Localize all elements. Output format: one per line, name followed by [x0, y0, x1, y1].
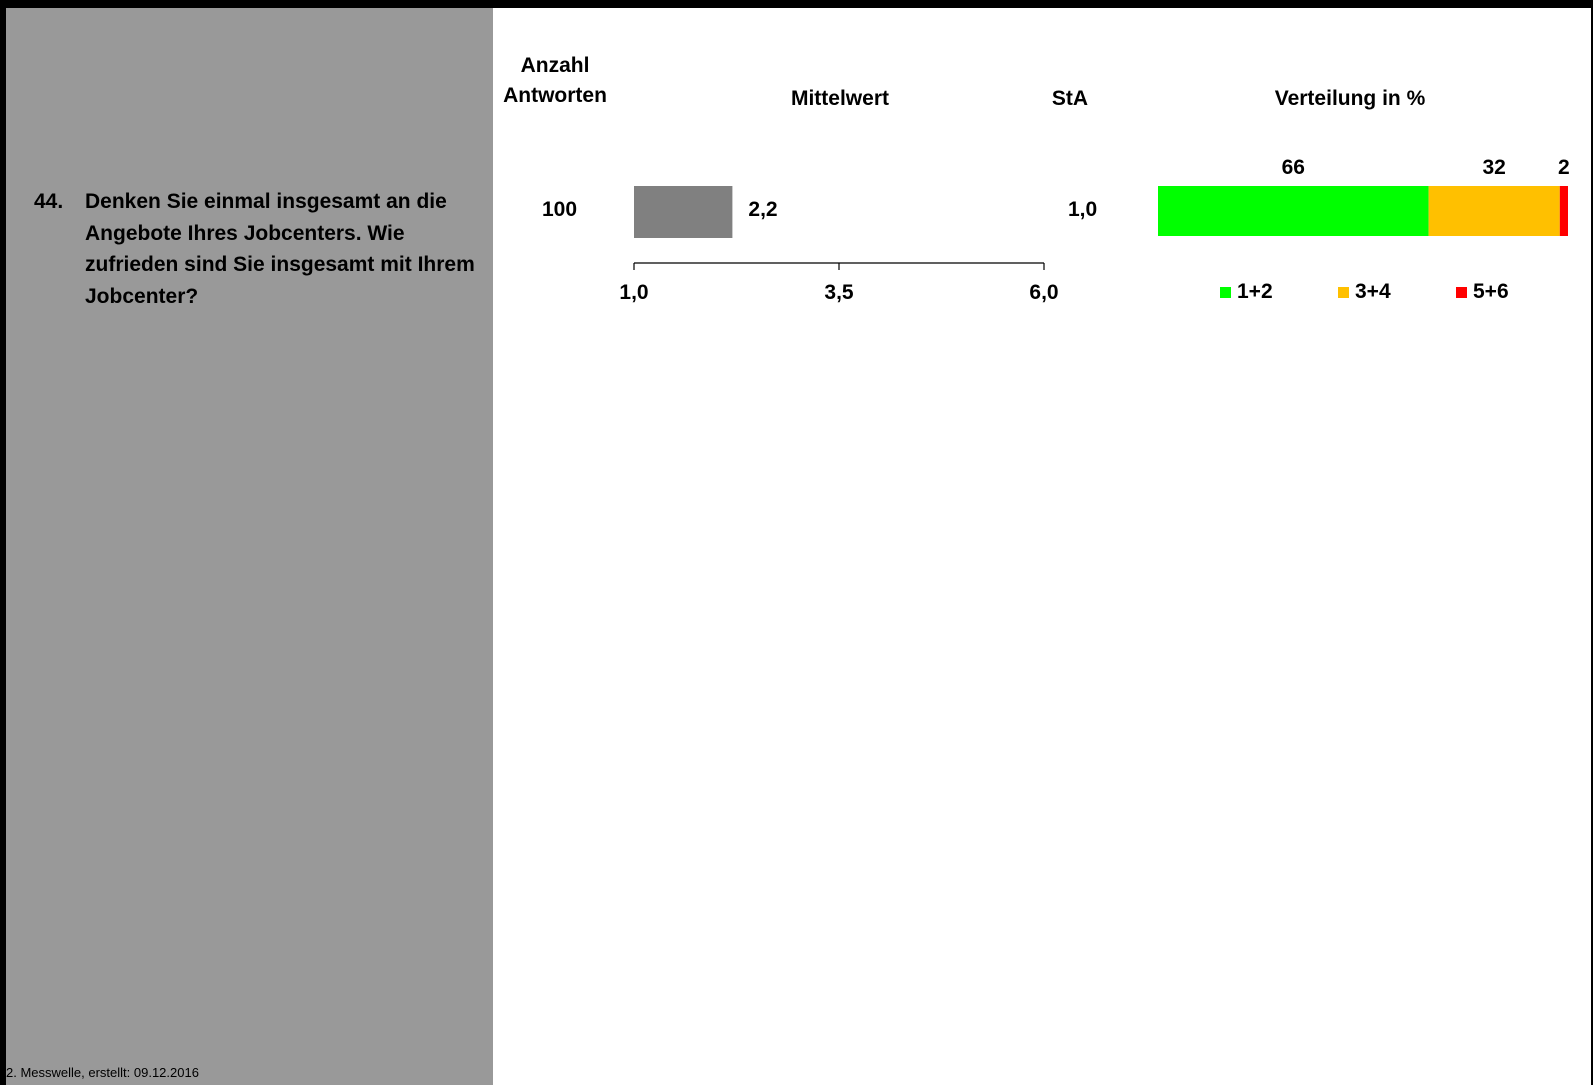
distribution-segment-1+2: [1158, 186, 1429, 236]
question-text: Denken Sie einmal insgesamt an die Angeb…: [85, 190, 475, 308]
distribution-value-label: 2: [1558, 156, 1570, 179]
sd-value: 1,0: [1068, 198, 1098, 221]
legend-swatch: [1338, 286, 1349, 298]
header-count-line2: Antworten: [503, 84, 607, 107]
footer-note: 2. Messwelle, erstellt: 09.12.2016: [6, 1065, 199, 1080]
legend-label: 5+6: [1473, 280, 1509, 303]
mean-value-label: 2,2: [748, 198, 778, 221]
header-count-line1: Anzahl: [520, 54, 590, 77]
legend-item: 5+6: [1456, 280, 1509, 304]
mean-axis-ticks: [633, 263, 1045, 270]
legend-label: 1+2: [1237, 280, 1273, 303]
legend-item: 3+4: [1338, 280, 1391, 304]
mean-axis-tick-label: 3,5: [824, 281, 854, 304]
mean-axis-tick-label: 1,0: [619, 281, 649, 304]
question-panel: [6, 8, 493, 1085]
distribution-segment-3+4: [1428, 186, 1560, 236]
distribution-segment-5+6: [1559, 186, 1568, 236]
header-count: Anzahl Antworten: [500, 54, 610, 108]
distribution-value-label: 32: [1482, 156, 1506, 179]
legend-swatch: [1220, 286, 1231, 298]
header-distribution: Verteilung in %: [1274, 87, 1426, 110]
mean-axis-tick-label: 6,0: [1029, 281, 1059, 304]
distribution-bar: [1158, 186, 1568, 236]
distribution-value-label: 66: [1281, 156, 1305, 179]
legend-item: 1+2: [1220, 280, 1273, 304]
legend-swatch: [1456, 286, 1467, 298]
count-value: 100: [542, 198, 578, 221]
mean-bar: [634, 186, 733, 238]
header-sd: StA: [1051, 87, 1089, 110]
header-mean: Mittelwert: [790, 87, 889, 110]
legend-label: 3+4: [1355, 280, 1391, 303]
question-number: 44.: [34, 190, 64, 213]
